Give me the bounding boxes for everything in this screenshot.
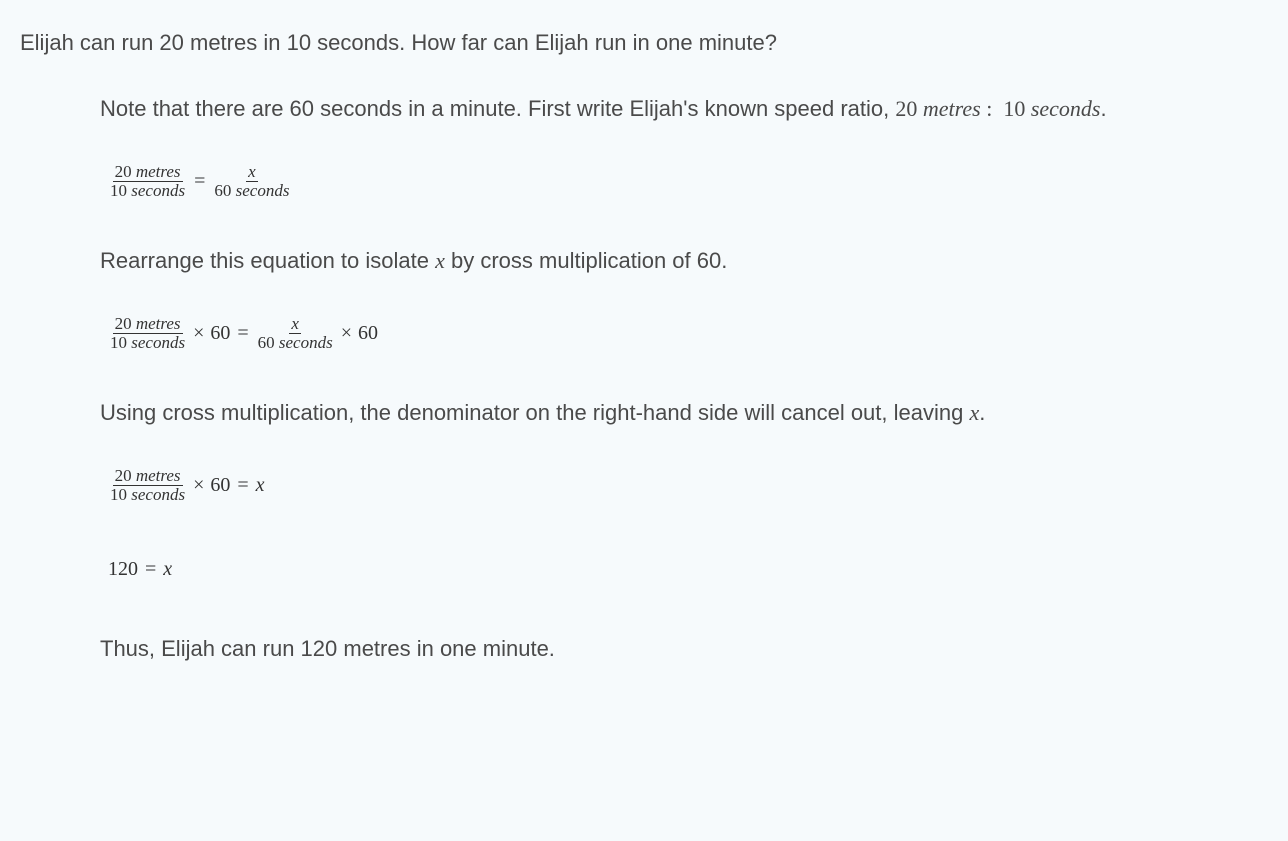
eq3-lden-val: 10 <box>110 485 127 504</box>
p2-text-a: Rearrange this equation to isolate <box>100 248 435 273</box>
eq3-times: × <box>193 474 204 497</box>
eq1-lnum-unit: metres <box>136 162 181 181</box>
eq2-rden-val: 60 <box>258 333 275 352</box>
p1-ratio-rhs-unit: seconds <box>1031 96 1101 121</box>
eq1-right-fraction: x 60 seconds <box>212 163 291 200</box>
eq4-rhs-var: x <box>163 558 172 581</box>
eq2-equals: = <box>237 322 248 345</box>
eq1-rnum-var: x <box>248 162 256 181</box>
eq2-right-fraction: x 60 seconds <box>256 315 335 352</box>
p3-text-a: Using cross multiplication, the denomina… <box>100 400 969 425</box>
paragraph-3: Using cross multiplication, the denomina… <box>100 396 1258 430</box>
p3-text-b: . <box>979 400 985 425</box>
eq3-equals: = <box>237 474 248 497</box>
equation-3: 20 metres 10 seconds × 60 = x <box>108 464 1258 506</box>
eq4-lhs: 120 <box>108 558 138 581</box>
eq2-mult-l: 60 <box>210 322 230 345</box>
eq2-lnum-val: 20 <box>115 314 132 333</box>
p1-ratio-rhs-num: 10 <box>1003 96 1025 121</box>
p1-ratio-lhs-num: 20 <box>895 96 917 121</box>
p2-var-x: x <box>435 248 445 273</box>
p1-ratio-colon: : <box>981 96 998 121</box>
eq2-rden-unit: seconds <box>279 333 333 352</box>
eq3-mult: 60 <box>210 474 230 497</box>
eq1-rden-unit: seconds <box>236 181 290 200</box>
p2-text-b: by cross multiplication of 60. <box>445 248 727 273</box>
eq1-lden-val: 10 <box>110 181 127 200</box>
eq2-lden-unit: seconds <box>131 333 185 352</box>
eq3-lden-unit: seconds <box>131 485 185 504</box>
p1-ratio: 20 metres : 10 seconds <box>895 96 1100 121</box>
equation-1: 20 metres 10 seconds = x 60 seconds <box>108 160 1258 202</box>
eq2-lden-val: 10 <box>110 333 127 352</box>
paragraph-2: Rearrange this equation to isolate x by … <box>100 244 1258 278</box>
eq2-rnum-var: x <box>291 314 299 333</box>
eq3-rhs-var: x <box>256 474 265 497</box>
eq3-lnum-val: 20 <box>115 466 132 485</box>
eq1-left-fraction: 20 metres 10 seconds <box>108 163 187 200</box>
eq3-left-fraction: 20 metres 10 seconds <box>108 467 187 504</box>
paragraph-4: Thus, Elijah can run 120 metres in one m… <box>100 632 1258 666</box>
paragraph-1: Note that there are 60 seconds in a minu… <box>100 92 1258 126</box>
eq3-lnum-unit: metres <box>136 466 181 485</box>
solution-body: Note that there are 60 seconds in a minu… <box>20 92 1268 666</box>
eq1-lden-unit: seconds <box>131 181 185 200</box>
equation-2: 20 metres 10 seconds × 60 = x 60 seconds… <box>108 312 1258 354</box>
eq2-lnum-unit: metres <box>136 314 181 333</box>
eq2-times-r: × <box>341 322 352 345</box>
p1-text-a: Note that there are 60 seconds in a minu… <box>100 96 895 121</box>
equation-4: 120 = x <box>108 548 1258 590</box>
page-content: Elijah can run 20 metres in 10 seconds. … <box>0 0 1288 706</box>
p1-ratio-lhs-unit: metres <box>923 96 981 121</box>
eq2-left-fraction: 20 metres 10 seconds <box>108 315 187 352</box>
p1-text-b: . <box>1101 96 1107 121</box>
eq1-rden-val: 60 <box>214 181 231 200</box>
p3-var-x: x <box>969 400 979 425</box>
question-text: Elijah can run 20 metres in 10 seconds. … <box>20 30 1268 56</box>
eq2-times-l: × <box>193 322 204 345</box>
eq4-equals: = <box>145 558 156 581</box>
eq1-equals: = <box>194 170 205 193</box>
eq1-lnum-val: 20 <box>115 162 132 181</box>
eq2-mult-r: 60 <box>358 322 378 345</box>
